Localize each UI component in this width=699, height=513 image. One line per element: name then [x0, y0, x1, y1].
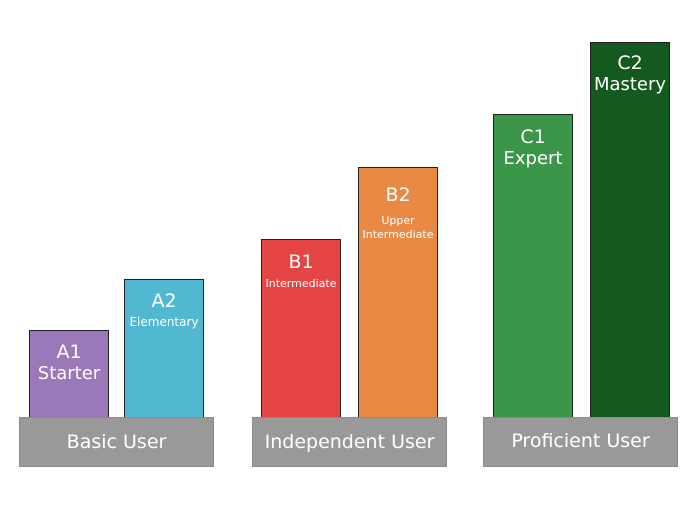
- level-c2-bar: C2 Mastery: [590, 42, 670, 420]
- level-a2-bar: A2 Elementary: [124, 279, 204, 420]
- level-code: C2: [617, 52, 643, 74]
- group-basic-user: Basic User: [19, 417, 214, 467]
- group-label: Independent User: [264, 431, 435, 453]
- level-name: Expert: [503, 148, 563, 169]
- level-name: Mastery: [593, 74, 667, 95]
- level-code: A2: [151, 290, 177, 312]
- level-code: C1: [520, 126, 546, 148]
- group-label: Proficient User: [511, 430, 650, 452]
- level-c1-bar: C1 Expert: [493, 114, 573, 420]
- level-name: Upper Intermediate: [362, 214, 434, 241]
- level-name: Starter: [37, 363, 101, 384]
- level-code: A1: [56, 341, 82, 363]
- level-name: Intermediate: [265, 277, 337, 290]
- level-a1-bar: A1 Starter: [29, 330, 109, 420]
- level-code: B2: [385, 184, 411, 206]
- level-b1-bar: B1 Intermediate: [261, 239, 341, 420]
- level-name: Elementary: [129, 315, 199, 329]
- group-independent-user: Independent User: [252, 417, 447, 467]
- level-code: B1: [288, 251, 314, 273]
- group-label: Basic User: [66, 431, 167, 453]
- level-b2-bar: B2 Upper Intermediate: [358, 167, 438, 420]
- group-proficient-user: Proficient User: [483, 417, 678, 467]
